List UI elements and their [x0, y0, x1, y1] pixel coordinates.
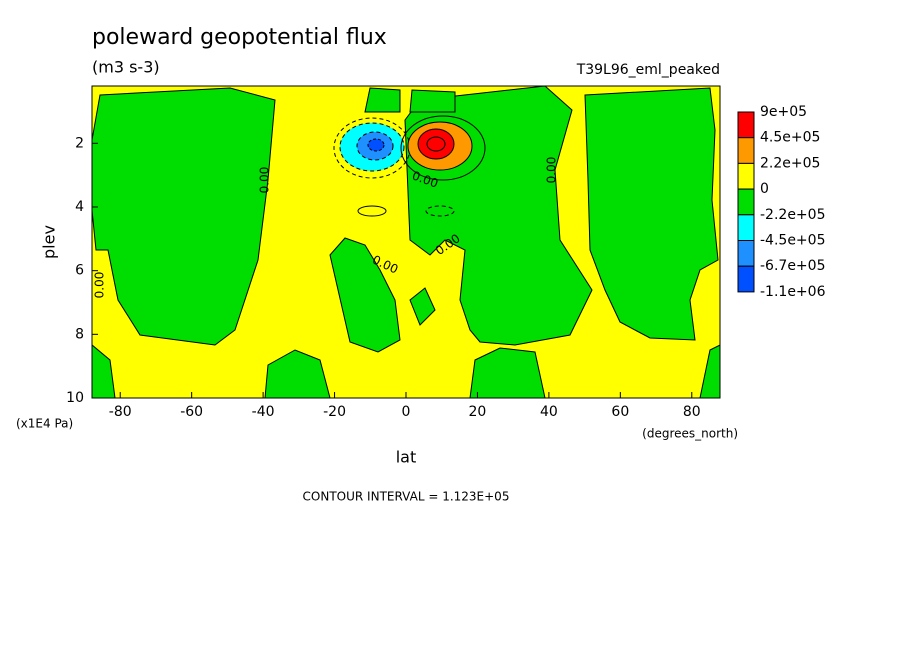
colorbar-label: -1.1e+06 [760, 284, 826, 300]
positive-core [400, 115, 486, 181]
y-tick-label: 6 [75, 263, 84, 279]
x-tick-label: -60 [180, 404, 203, 420]
x-axis-units: (degrees_north) [642, 427, 738, 441]
colorbar-box [737, 111, 755, 139]
y-axis-title: plev [40, 225, 59, 259]
colorbar-box [737, 188, 755, 216]
x-tick-label: -20 [323, 404, 346, 420]
contour-label: 0.00 [258, 167, 272, 194]
y-axis-units: (x1E4 Pa) [16, 417, 73, 431]
dataset-label: T39L96_eml_peaked [576, 62, 720, 78]
contour-field [91, 85, 721, 399]
x-tick-label: 40 [540, 404, 558, 420]
colorbar-label: 0 [760, 181, 769, 197]
x-axis-title: lat [396, 448, 417, 467]
colorbar-label: -2.2e+05 [760, 207, 825, 223]
y-tick-label: 2 [75, 135, 84, 151]
colorbar-box [737, 214, 755, 242]
colorbar-box [737, 240, 755, 267]
chart-title: poleward geopotential flux [92, 25, 387, 50]
colorbar-label: 2.2e+05 [760, 155, 820, 171]
colorbar-label: 4.5e+05 [760, 130, 820, 146]
contour-line [357, 205, 387, 217]
x-tick-label: -80 [109, 404, 132, 420]
contour-line [425, 205, 455, 217]
colorbar-label: -6.7e+05 [760, 258, 825, 274]
x-tick-label: -40 [252, 404, 275, 420]
colorbar-label: -4.5e+05 [760, 233, 825, 249]
y-tick-label: 8 [75, 326, 84, 342]
contour-note: CONTOUR INTERVAL = 1.123E+05 [303, 490, 510, 504]
colorbar-box [737, 265, 755, 293]
chart-subtitle: (m3 s-3) [92, 58, 160, 77]
y-tick-label: 10 [66, 390, 84, 406]
x-tick-label: 0 [402, 404, 411, 420]
colorbar-box [737, 162, 755, 190]
x-tick-label: 20 [469, 404, 487, 420]
contour-label: 0.00 [93, 272, 107, 299]
x-tick-label: 60 [611, 404, 629, 420]
y-tick-label: 4 [75, 199, 84, 215]
contour-label: 0.00 [545, 157, 559, 184]
x-tick-label: 80 [683, 404, 701, 420]
colorbar-label: 9e+05 [760, 104, 807, 120]
colorbar-box [737, 137, 755, 164]
negative-core [333, 117, 411, 179]
